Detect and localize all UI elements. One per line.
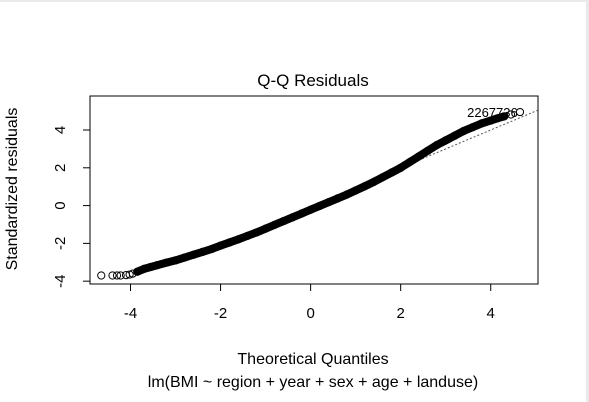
x-axis: -4 -2 0 2 4 [124,283,495,322]
data-point [515,107,525,117]
data-point [387,168,396,177]
y-tick-label: 0 [52,201,69,209]
y-tick-label: -2 [52,237,69,250]
data-point [342,190,351,199]
data-point [108,271,117,280]
data-point [252,228,261,237]
data-point [360,182,369,191]
data-point [207,244,216,254]
data-points [97,107,525,280]
data-point [315,201,324,211]
data-point [450,131,459,140]
y-tick-label: 4 [52,126,69,134]
data-point [216,241,225,250]
data-point [369,177,378,187]
x-tick-label: 0 [306,305,314,322]
data-point [270,220,279,229]
data-point [396,163,405,172]
x-tick-label: -2 [214,305,227,322]
data-point [423,146,432,155]
data-point [288,213,297,222]
data-point [414,152,423,161]
point-label: 2267736 [467,105,518,120]
data-point [180,253,189,262]
data-point [441,136,450,145]
data-point [333,194,342,203]
data-point [468,123,477,132]
y-tick-label: -4 [52,274,69,287]
data-point [234,235,243,244]
x-tick-label: -4 [124,305,137,322]
x-axis-label: Theoretical Quantiles [237,351,388,368]
data-point [171,256,180,265]
data-point [432,141,441,150]
points-band [133,112,509,276]
x-tick-label: 2 [397,305,405,322]
data-point [459,126,468,136]
model-subtitle: lm(BMI ~ region + year + sex + age + lan… [148,374,478,391]
window-top-border [0,0,589,2]
data-point [243,231,252,240]
data-point [261,224,270,233]
data-point [116,271,125,280]
data-point [198,247,207,256]
data-point [506,110,516,119]
window-right-border [586,0,589,402]
data-point [279,216,288,226]
chart-title: Q-Q Residuals [257,71,368,90]
data-point [378,173,387,182]
data-point [225,238,234,247]
y-axis-label: Standardized residuals [4,108,21,271]
data-point [297,209,306,218]
data-point [153,261,162,270]
data-point [162,258,171,267]
data-point [324,198,333,207]
data-point [405,158,414,167]
data-point [112,271,122,280]
data-point [125,270,134,279]
data-point [189,250,198,259]
data-point [306,205,315,214]
y-tick-label: 2 [52,164,69,172]
x-tick-label: 4 [487,305,495,322]
y-axis: -4 -2 0 2 4 [52,126,91,288]
data-point [97,271,106,280]
data-point [128,269,137,278]
data-point [133,267,142,276]
data-point [351,186,360,195]
data-point [477,119,486,128]
